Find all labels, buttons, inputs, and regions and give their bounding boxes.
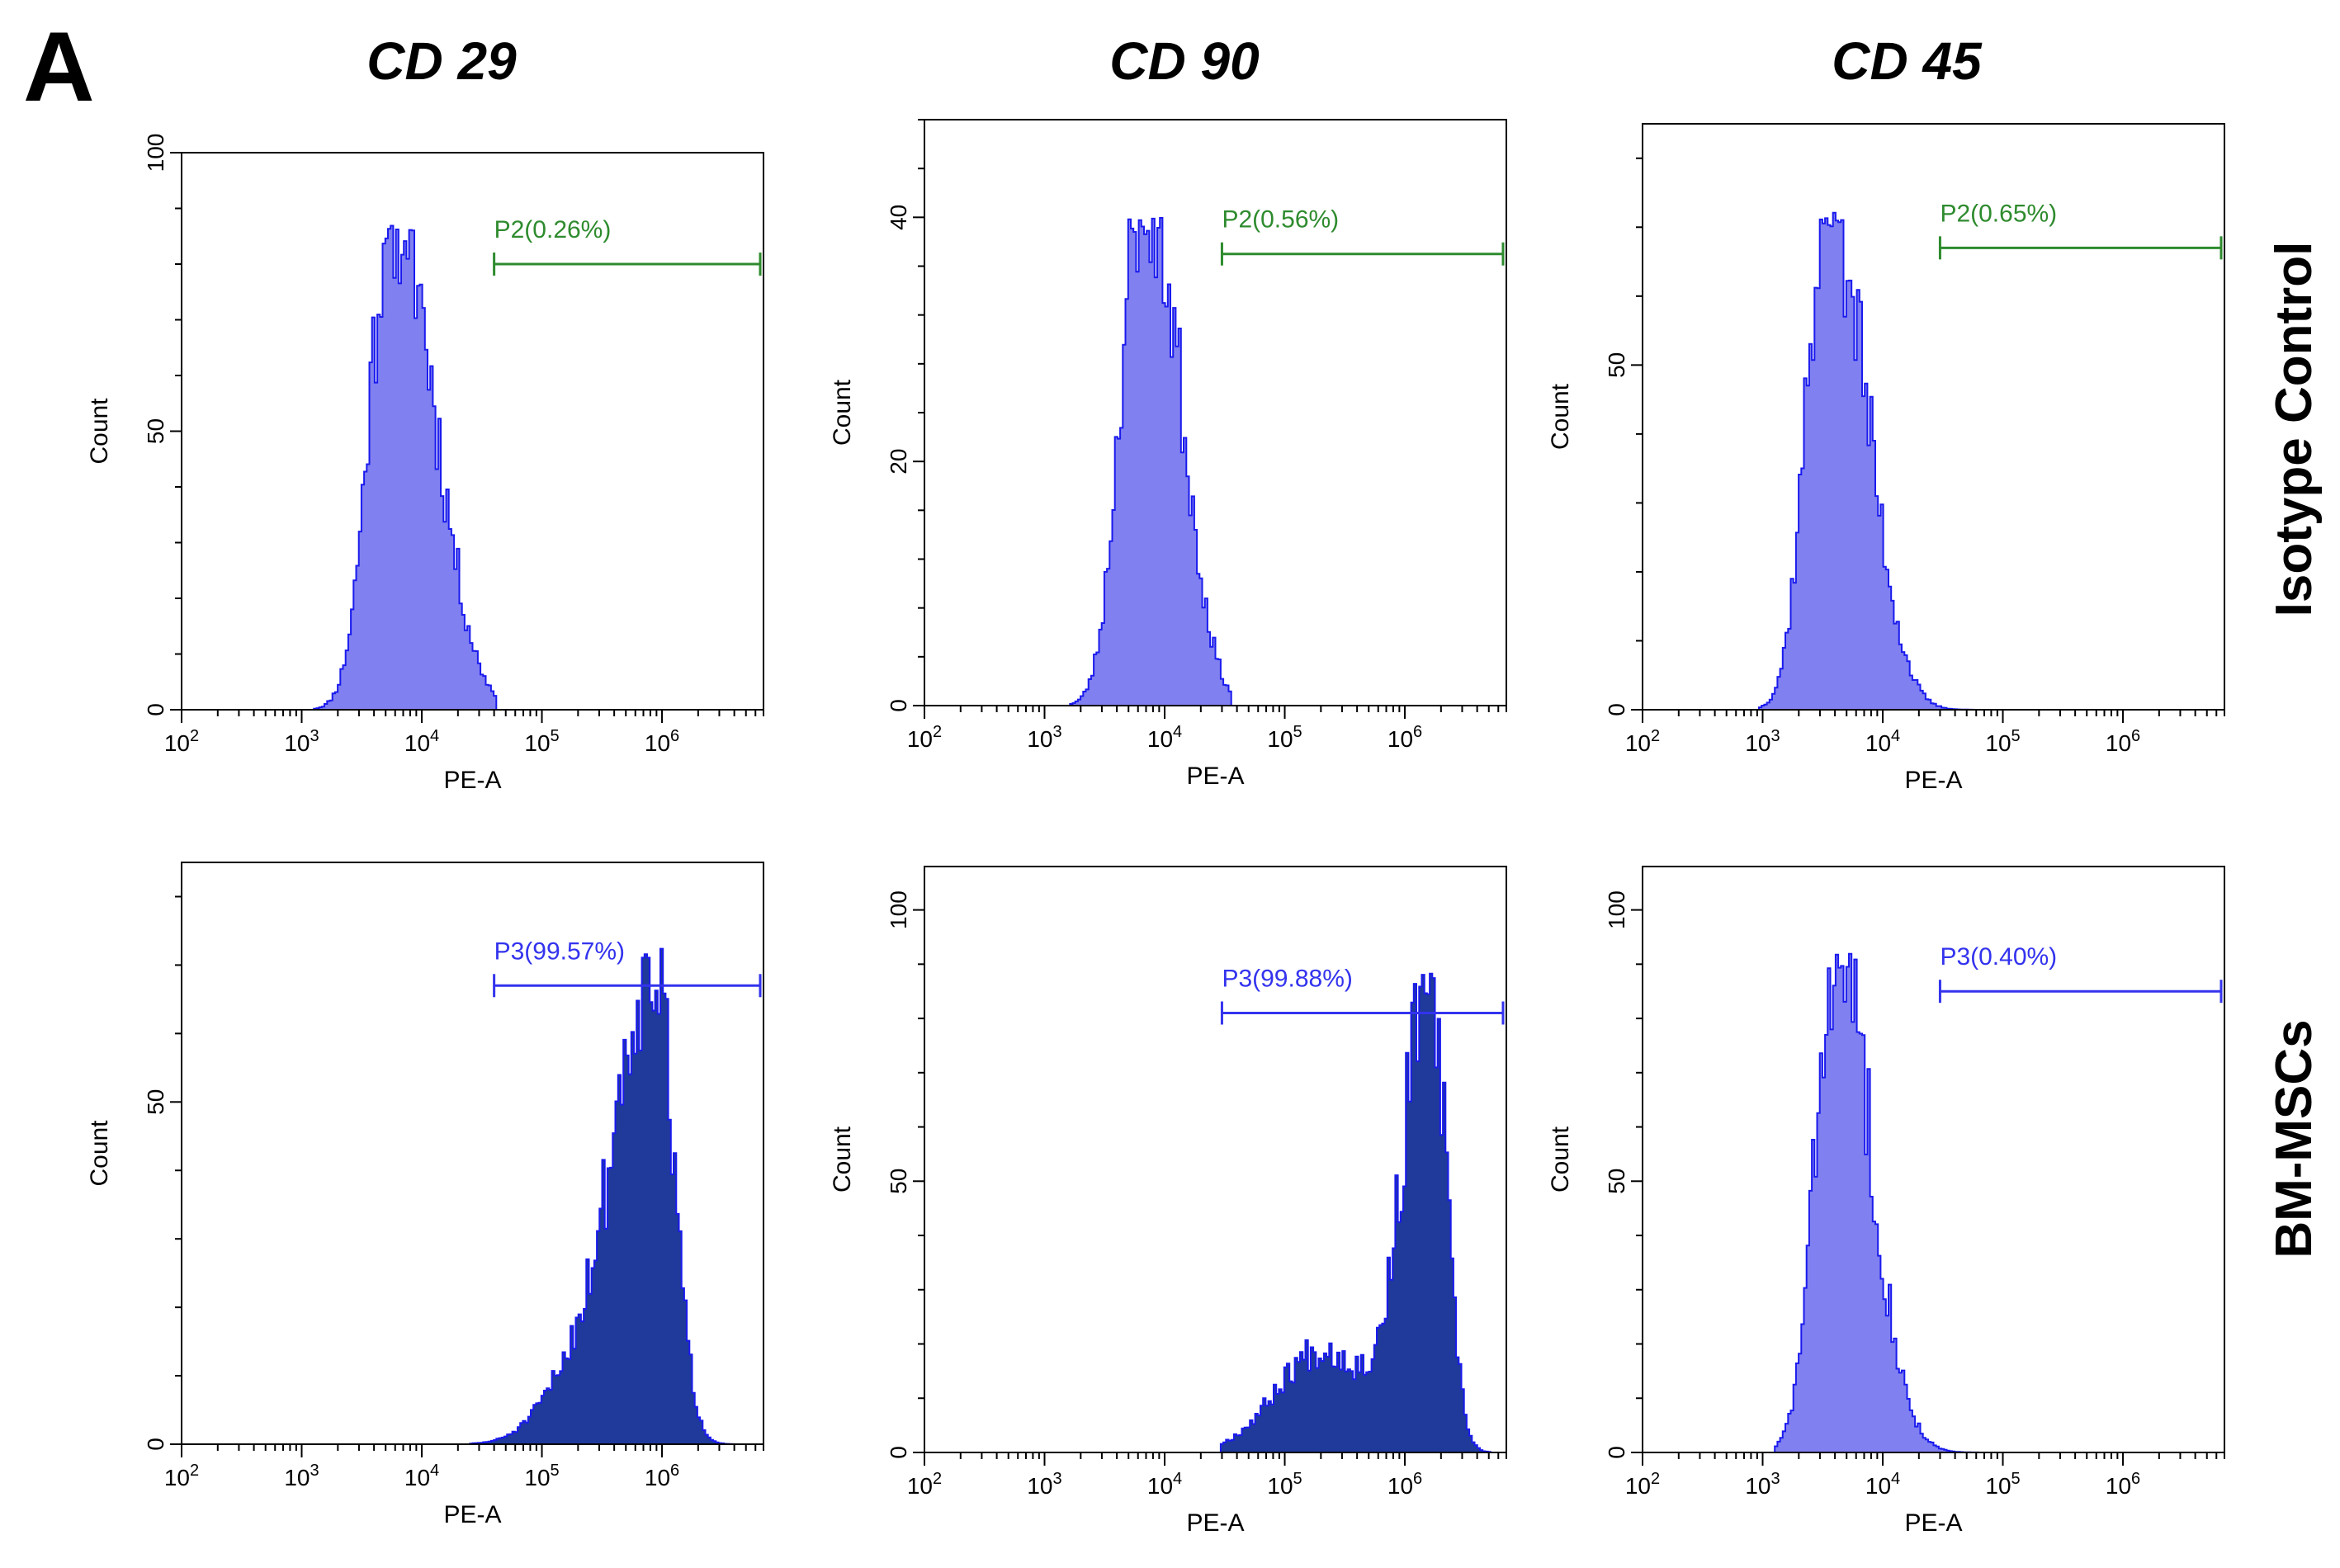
x-tick-label: 105 xyxy=(1985,1470,2020,1499)
x-axis-label: PE-A xyxy=(443,767,501,794)
x-tick-label: 102 xyxy=(907,723,942,752)
x-tick-label: 102 xyxy=(907,1470,942,1499)
x-tick-label: 106 xyxy=(645,727,679,756)
x-tick-label: 106 xyxy=(1387,1470,1422,1499)
histogram-cd45-isotype: 0 50 102 103 104 105 106 PE-A Count P2(0.65%) xyxy=(1547,123,2225,794)
x-axis-label: PE-A xyxy=(1904,767,1962,794)
gate-label: P3(99.88%) xyxy=(1222,966,1352,993)
y-axis-label: Count xyxy=(1547,1126,1574,1193)
panel-letter: A xyxy=(23,12,95,122)
y-tick-label: 0 xyxy=(886,1446,911,1459)
plot-frame xyxy=(924,119,1507,706)
y-tick-label: 20 xyxy=(886,449,911,475)
histogram-fill xyxy=(924,217,1506,706)
x-tick-label: 106 xyxy=(2106,1470,2140,1499)
y-tick-label: 50 xyxy=(1604,1169,1629,1194)
x-tick-label: 103 xyxy=(1027,1470,1061,1499)
y-tick-label: 0 xyxy=(143,703,168,716)
y-axis-label: Count xyxy=(829,379,856,446)
x-axis-label: PE-A xyxy=(1186,1509,1244,1537)
y-tick-label: 100 xyxy=(886,890,911,929)
gate-label: P3(99.57%) xyxy=(494,937,625,965)
y-tick-label: 50 xyxy=(886,1169,911,1194)
x-tick-label: 106 xyxy=(2106,727,2140,756)
column-title-cd29: CD 29 xyxy=(366,31,517,91)
row-label-bm-mscs: BM-MSCs xyxy=(2266,1019,2323,1258)
x-tick-label: 105 xyxy=(524,727,559,756)
histogram-fill xyxy=(182,947,763,1445)
y-tick-label: 40 xyxy=(886,205,911,230)
x-tick-label: 104 xyxy=(1147,723,1182,752)
x-tick-label: 103 xyxy=(1027,723,1061,752)
x-tick-label: 104 xyxy=(404,1462,439,1490)
y-tick-label: 0 xyxy=(886,699,911,712)
plot-frame xyxy=(924,866,1507,1453)
plot-frame xyxy=(1642,866,2225,1453)
histogram-fill xyxy=(1643,952,2224,1453)
x-tick-label: 103 xyxy=(284,1462,319,1490)
gate-label: P2(0.56%) xyxy=(1222,206,1339,234)
histogram-cd29-bmmsc: 0 50 102 103 104 105 106 PE-A Count P3(99.57%) xyxy=(86,862,764,1528)
x-tick-label: 102 xyxy=(164,727,199,756)
y-tick-label: 50 xyxy=(1604,352,1629,378)
x-tick-label: 105 xyxy=(1267,1470,1302,1499)
x-tick-label: 105 xyxy=(1267,723,1302,752)
histogram-cd90-isotype: 0 20 40 102 103 104 105 106 PE-A Count P2(0.56%) xyxy=(829,119,1507,790)
histogram-cd29-isotype: 0 50 100 102 103 104 105 106 PE-A Count P2(0.26%) xyxy=(86,134,764,794)
x-tick-label: 104 xyxy=(1147,1470,1182,1499)
x-tick-label: 104 xyxy=(1865,727,1900,756)
x-tick-label: 102 xyxy=(164,1462,199,1490)
histogram-cd90-bmmsc: 0 50 100 102 103 104 105 106 PE-A Count P3(99.88%) xyxy=(829,866,1507,1537)
y-tick-label: 100 xyxy=(143,134,168,172)
x-tick-label: 103 xyxy=(284,727,319,756)
x-axis-label: PE-A xyxy=(1186,763,1244,790)
gate-label: P2(0.65%) xyxy=(1940,200,2057,227)
y-tick-label: 0 xyxy=(143,1438,168,1451)
gate-label: P2(0.26%) xyxy=(494,216,612,243)
gate-label: P3(0.40%) xyxy=(1940,943,2057,971)
plot-frame xyxy=(181,152,764,711)
x-axis-label: PE-A xyxy=(1904,1509,1962,1537)
x-tick-label: 106 xyxy=(1387,723,1422,752)
y-axis-label: Count xyxy=(829,1126,856,1193)
x-tick-label: 103 xyxy=(1745,727,1780,756)
y-axis-label: Count xyxy=(86,398,113,465)
histogram-cd45-bmmsc: 0 50 100 102 103 104 105 106 PE-A Count P3(0.40%) xyxy=(1547,866,2225,1537)
x-tick-label: 103 xyxy=(1745,1470,1780,1499)
y-tick-label: 50 xyxy=(143,418,168,444)
plot-frame xyxy=(1642,123,2225,711)
column-title-cd45: CD 45 xyxy=(1832,31,1983,91)
y-axis-label: Count xyxy=(86,1120,113,1187)
histogram-fill xyxy=(182,224,763,711)
x-tick-label: 106 xyxy=(645,1462,679,1490)
y-tick-label: 100 xyxy=(1604,890,1629,929)
row-label-isotype-control: Isotype Control xyxy=(2266,242,2323,617)
y-tick-label: 0 xyxy=(1604,703,1629,716)
histogram-fill xyxy=(1643,211,2224,711)
x-tick-label: 102 xyxy=(1625,1470,1660,1499)
y-axis-label: Count xyxy=(1547,383,1574,450)
y-tick-label: 50 xyxy=(143,1089,168,1115)
x-tick-label: 102 xyxy=(1625,727,1660,756)
x-tick-label: 104 xyxy=(404,727,439,756)
histogram-fill xyxy=(924,972,1506,1453)
x-axis-label: PE-A xyxy=(443,1501,501,1528)
x-tick-label: 105 xyxy=(524,1462,559,1490)
column-title-cd90: CD 90 xyxy=(1109,31,1259,91)
x-tick-label: 105 xyxy=(1985,727,2020,756)
plot-frame xyxy=(181,862,764,1445)
y-tick-label: 0 xyxy=(1604,1446,1629,1459)
x-tick-label: 104 xyxy=(1865,1470,1900,1499)
